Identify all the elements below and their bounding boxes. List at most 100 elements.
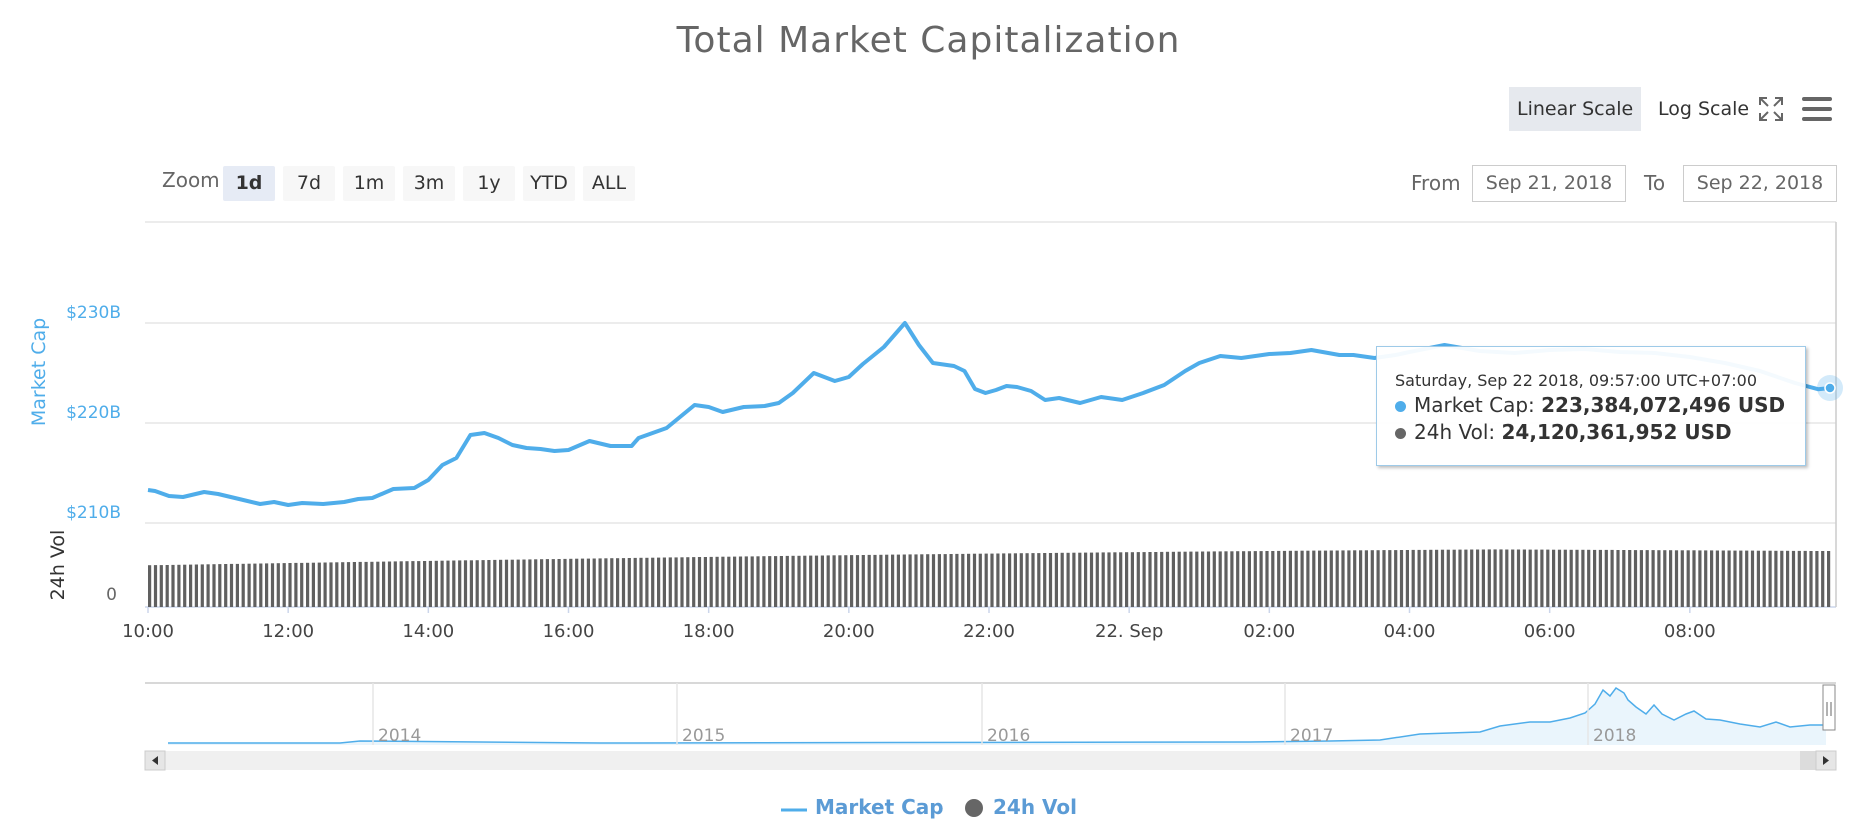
navigator[interactable]: 2014 2015 2016 2017 2018: [145, 682, 1836, 746]
zoom-1m-button[interactable]: 1m: [343, 166, 395, 201]
volume-bar: [1025, 553, 1029, 607]
volume-bar: [1499, 549, 1503, 607]
zoom-7d-button[interactable]: 7d: [283, 166, 335, 201]
volume-bar: [1013, 553, 1017, 607]
volume-bar: [423, 561, 427, 607]
volume-bar: [961, 553, 965, 607]
volume-bar: [1095, 552, 1099, 607]
volume-bar: [1008, 553, 1012, 607]
tooltip-time: Saturday, Sep 22 2018, 09:57:00 UTC+07:0…: [1395, 371, 1758, 390]
volume-bar: [1628, 550, 1632, 607]
volume-bar: [1119, 552, 1123, 607]
volume-bar: [1786, 550, 1790, 607]
linear-scale-button[interactable]: Linear Scale: [1509, 87, 1642, 131]
volume-bar: [1341, 550, 1345, 607]
volume-bar: [1581, 549, 1585, 607]
volume-bar: [235, 563, 239, 607]
x-tick-label: 20:00: [823, 621, 875, 642]
volume-bar: [1815, 551, 1819, 607]
volume-bar: [1019, 553, 1023, 607]
volume-bar: [1347, 550, 1351, 607]
volume-bar: [1663, 550, 1667, 607]
volume-bar: [376, 561, 380, 607]
volume-bar: [1493, 549, 1497, 607]
zoom-1d-button[interactable]: 1d: [223, 166, 275, 201]
volume-bar: [832, 555, 836, 607]
volume-bar: [686, 557, 690, 607]
volume-bar: [891, 554, 895, 607]
volume-bar: [838, 555, 842, 607]
volume-bar: [1370, 550, 1374, 607]
volume-bar: [1388, 550, 1392, 607]
chart-title: Total Market Capitalization: [676, 20, 1181, 61]
volume-bar: [259, 563, 263, 607]
volume-bar: [1394, 550, 1398, 607]
y-tick-label: $210B: [66, 503, 121, 523]
volume-bar: [510, 559, 514, 607]
volume-bar: [528, 559, 532, 607]
legend-volume-icon: [965, 799, 983, 817]
navigator-handle[interactable]: [1822, 684, 1836, 731]
volume-bar: [633, 557, 637, 607]
to-date-input[interactable]: Sep 22, 2018: [1683, 165, 1837, 202]
volume-bar: [1282, 550, 1287, 607]
x-tick-label: 10:00: [122, 621, 174, 642]
scroll-right-icon: [1823, 756, 1829, 765]
x-tick-label: 18:00: [683, 621, 735, 642]
volume-bar: [1312, 550, 1316, 607]
volume-bar: [727, 556, 731, 607]
volume-bar: [1236, 551, 1240, 607]
volume-bar: [1423, 549, 1427, 607]
from-date-input[interactable]: Sep 21, 2018: [1472, 165, 1626, 202]
volume-bar: [1739, 550, 1743, 607]
volume-bar: [779, 556, 783, 607]
log-scale-button[interactable]: Log Scale: [1658, 98, 1750, 120]
volume-bar: [288, 563, 292, 607]
volume-bar: [341, 562, 345, 607]
zoom-ytd-button[interactable]: YTD: [523, 166, 575, 201]
zoom-all-button[interactable]: ALL: [583, 166, 635, 201]
zoom-3m-button[interactable]: 3m: [403, 166, 455, 201]
zoom-1y-button[interactable]: 1y: [463, 166, 515, 201]
volume-bar: [1072, 552, 1076, 607]
volume-bar: [1288, 550, 1292, 607]
volume-bar: [1593, 549, 1597, 607]
volume-bar: [744, 556, 748, 607]
menu-icon[interactable]: [1802, 96, 1832, 122]
volume-bar: [329, 562, 333, 607]
volume-bar: [1505, 549, 1509, 607]
volume-bars: [148, 549, 1831, 607]
volume-bar: [504, 559, 509, 607]
volume-bar: [516, 559, 520, 607]
tooltip-volume-value: 24,120,361,952 USD: [1501, 420, 1732, 444]
tooltip-volume-label: 24h Vol:: [1414, 420, 1496, 444]
volume-bar: [1359, 550, 1363, 607]
volume-bar: [733, 556, 737, 607]
x-tick-label: 22. Sep: [1095, 621, 1163, 642]
volume-bar: [820, 555, 824, 607]
scrollbar[interactable]: [144, 750, 1837, 771]
hover-point[interactable]: [1824, 382, 1836, 394]
volume-bar: [458, 560, 462, 607]
legend-market-cap[interactable]: Market Cap: [815, 795, 944, 819]
fullscreen-icon[interactable]: [1758, 96, 1784, 122]
volume-bar: [1733, 550, 1737, 607]
volume-bar: [200, 564, 204, 607]
volume-bar: [1440, 549, 1445, 607]
navigator-year-label: 2016: [987, 726, 1030, 746]
volume-bar: [1405, 550, 1409, 607]
volume-bar: [177, 564, 181, 607]
volume-bar: [247, 563, 251, 607]
legend-volume[interactable]: 24h Vol: [993, 795, 1078, 819]
volume-bar: [1557, 549, 1562, 607]
volume-bar: [990, 553, 994, 607]
volume-bar: [1821, 551, 1825, 607]
volume-bar: [382, 561, 386, 607]
volume-bar: [1633, 550, 1638, 607]
volume-bar: [183, 564, 187, 607]
volume-bar: [370, 561, 374, 607]
volume-bar: [1616, 550, 1620, 607]
volume-bar: [943, 554, 947, 607]
volume-bar: [627, 558, 631, 607]
volume-bar: [1323, 550, 1328, 607]
